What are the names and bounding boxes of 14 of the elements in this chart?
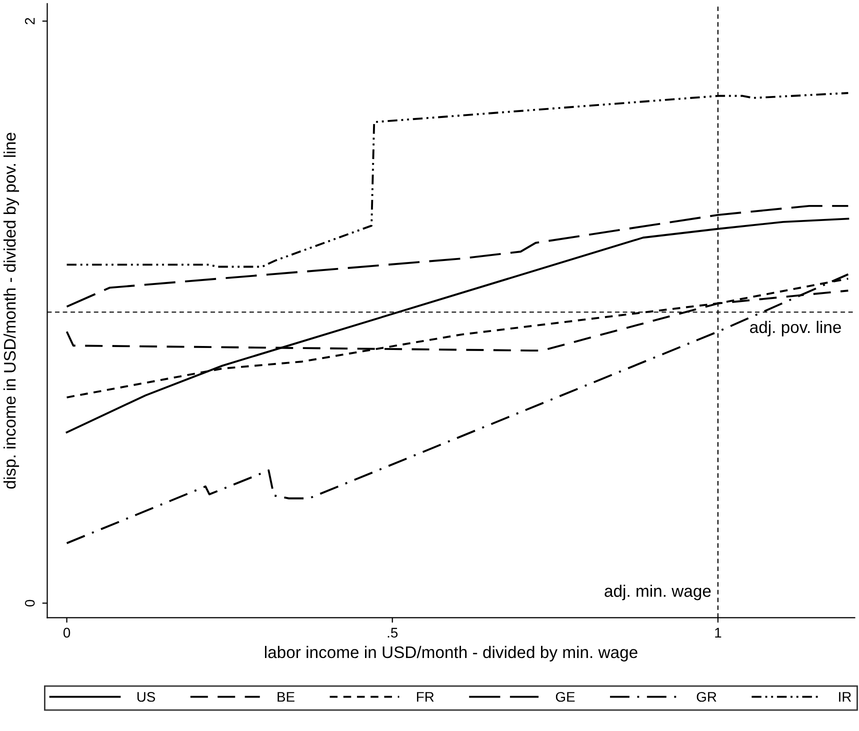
legend-label: BE	[278, 692, 294, 702]
x-tick-label: 1	[715, 628, 722, 638]
legend-label: FR	[417, 692, 434, 702]
y-axis-title: disp. income in USD/month - divided by pov. line	[3, 132, 20, 489]
x-axis-title: labor income in USD/month - divided by min. wage	[264, 646, 638, 662]
legend-label: US	[137, 692, 156, 702]
legend-label: IR	[839, 692, 852, 702]
ref-line-label: adj. min. wage	[604, 584, 711, 600]
y-tick-label: 2	[24, 18, 35, 24]
legend-label: GR	[696, 692, 716, 702]
x-tick-label: .5	[388, 628, 398, 638]
ref-line-label: adj. pov. line	[750, 320, 841, 336]
x-tick-label: 0	[63, 628, 70, 638]
legend-label: GE	[556, 692, 575, 702]
